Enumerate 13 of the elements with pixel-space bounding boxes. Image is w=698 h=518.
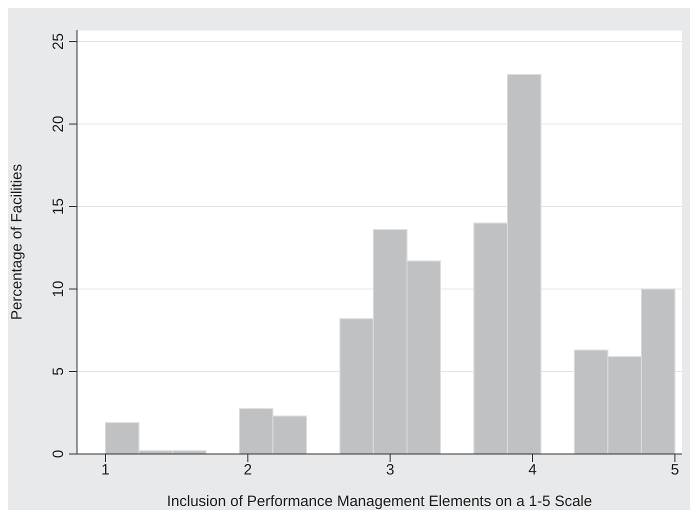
x-tick-label: 1 [101,462,110,479]
y-tick-label: 25 [50,33,67,50]
x-tick-label: 4 [528,462,537,479]
x-axis-title: Inclusion of Performance Management Elements on a 1-5 Scale [166,493,592,510]
x-tick-label: 5 [670,462,680,479]
y-axis-title: Percentage of Facilities [8,164,26,320]
x-tick-label: 2 [244,462,252,479]
y-tick-label: 10 [50,280,67,298]
y-tick-label: 15 [50,198,67,215]
y-tick-label: 20 [50,116,67,132]
x-tick-label: 3 [386,462,394,479]
y-tick-label: 5 [50,367,67,376]
y-tick-label: 0 [50,450,67,458]
